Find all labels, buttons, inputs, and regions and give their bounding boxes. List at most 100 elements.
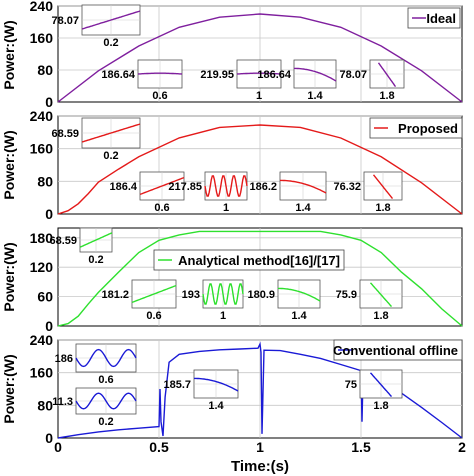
x-tick-label: 0 [54, 439, 62, 455]
panel: 0 80 160 240 Power:(W) Ideal 78.07 0.2 186.64 0.6… [1, 0, 463, 110]
zoom-inset: 219.95 1 [200, 59, 282, 102]
inset-value-label: 180.9 [247, 289, 275, 301]
inset-line [75, 348, 137, 368]
x-tick-label: 1 [256, 439, 264, 455]
x-tick-labels: 0 0.5 1 1.5 2 [54, 439, 466, 455]
y-axis-label: Power:(W) [1, 354, 17, 423]
inset-line [79, 232, 113, 248]
inset-value-label: 76.32 [333, 181, 361, 193]
inset-tick-label: 1.8 [379, 90, 394, 102]
zoom-inset: 11.3 0.2 [52, 387, 137, 428]
inset-value-label: 181.2 [101, 289, 129, 301]
zoom-inset: 181.2 0.6 [101, 279, 177, 322]
inset-tick-label: 1.8 [373, 310, 388, 322]
inset-value-label: 186.2 [249, 181, 277, 193]
x-tick-label: 0.5 [149, 439, 169, 455]
inset-line [377, 62, 397, 87]
y-tick-label: 180 [30, 230, 54, 246]
inset-line [137, 72, 183, 75]
x-axis-label: Time:(s) [231, 458, 289, 475]
inset-line [369, 282, 393, 308]
series-line [57, 124, 463, 215]
inset-value-label: 219.95 [200, 69, 234, 81]
zoom-inset: 75.9 1.8 [336, 279, 403, 322]
inset-line [81, 123, 141, 143]
inset-value-label: 75 [345, 379, 357, 391]
panel: 0 80 160 240 Power:(W) Conventional offline 18… [1, 332, 463, 446]
y-tick-label: 0 [45, 430, 53, 446]
legend: Proposed [369, 117, 463, 139]
inset-line [278, 287, 321, 302]
y-tick-label: 0 [45, 318, 53, 334]
inset-line [204, 175, 248, 197]
inset-tick-label: 1.4 [208, 400, 224, 412]
inset-tick-label: 0.2 [98, 416, 113, 428]
panels: 080160240Power:(W)Ideal78.070.2186.640.6… [1, 0, 463, 446]
inset-value-label: 78.07 [339, 69, 367, 81]
y-tick-label: 80 [37, 173, 53, 189]
inset-tick-label: 1.4 [307, 90, 323, 102]
y-tick-label: 80 [37, 62, 53, 78]
y-tick-label: 160 [30, 141, 54, 157]
zoom-inset: 186.4 0.6 [109, 171, 185, 214]
y-axis-label: Power:(W) [1, 20, 17, 89]
x-tick-label: 1.5 [351, 439, 371, 455]
y-tick-label: 240 [30, 108, 54, 124]
inset-tick-label: 1.4 [295, 202, 311, 214]
inset-line [202, 283, 244, 305]
inset-value-label: 186.64 [101, 69, 136, 81]
zoom-inset: 186.64 1.4 [257, 59, 337, 102]
inset-tick-label: 0.6 [146, 310, 161, 322]
inset-value-label: 186 [55, 353, 73, 365]
inset-line [81, 10, 141, 30]
legend-label: Conventional offline [333, 343, 458, 358]
y-tick-label: 60 [37, 289, 53, 305]
inset-line [194, 377, 239, 392]
y-tick-label: 0 [45, 206, 53, 222]
x-tick-label: 2 [458, 439, 466, 455]
inset-line [75, 392, 137, 410]
inset-value-label: 78.07 [51, 15, 79, 27]
inset-tick-label: 0.6 [152, 90, 167, 102]
inset-line [236, 72, 282, 75]
inset-value-label: 68.59 [51, 128, 79, 140]
series-line [57, 230, 463, 327]
inset-tick-label: 0.2 [103, 37, 118, 49]
zoom-inset: 217.85 1 [168, 171, 248, 214]
inset-line [139, 176, 185, 196]
inset-value-label: 75.9 [336, 289, 357, 301]
inset-tick-label: 1.8 [375, 202, 390, 214]
inset-value-label: 186.4 [109, 181, 137, 193]
legend-label: Analytical method[16]/[17] [178, 253, 340, 268]
y-axis-label: Power:(W) [1, 130, 17, 199]
zoom-inset: 185.7 1.4 [163, 369, 239, 412]
legend: Ideal [407, 7, 461, 29]
inset-tick-label: 1.4 [291, 310, 307, 322]
zoom-inset: 180.9 1.4 [247, 279, 321, 322]
inset-value-label: 11.3 [52, 396, 73, 408]
inset-value-label: 186.64 [257, 69, 292, 81]
zoom-inset: 751.8 [345, 369, 403, 412]
panel: 0 60 120 180 Power:(W) Analytical method[16]/… [1, 227, 463, 334]
legend-label: Ideal [426, 11, 456, 26]
y-tick-label: 0 [45, 94, 53, 110]
zoom-inset: 186.2 1.4 [249, 171, 327, 214]
zoom-inset: 68.59 0.2 [51, 117, 141, 162]
legend: Analytical method[16]/[17] [153, 249, 345, 271]
inset-tick-label: 0.6 [98, 374, 113, 386]
inset-value-label: 68.59 [49, 235, 77, 247]
inset-line [280, 179, 327, 194]
zoom-inset: 186 0.6 [55, 343, 137, 386]
y-tick-label: 120 [30, 259, 54, 275]
inset-tick-label: 0.2 [103, 150, 118, 162]
zoom-inset: 186.64 0.6 [101, 59, 183, 102]
inset-value-label: 217.85 [168, 181, 202, 193]
series-line [57, 13, 463, 103]
zoom-inset: 76.32 1.8 [333, 171, 403, 214]
y-tick-label: 80 [37, 397, 53, 413]
inset-value-label: 193 [182, 289, 200, 301]
inset-line [131, 284, 177, 304]
inset-tick-label: 1 [256, 90, 262, 102]
zoom-inset: 78.07 1.8 [339, 59, 405, 102]
inset-tick-label: 0.2 [88, 254, 103, 266]
